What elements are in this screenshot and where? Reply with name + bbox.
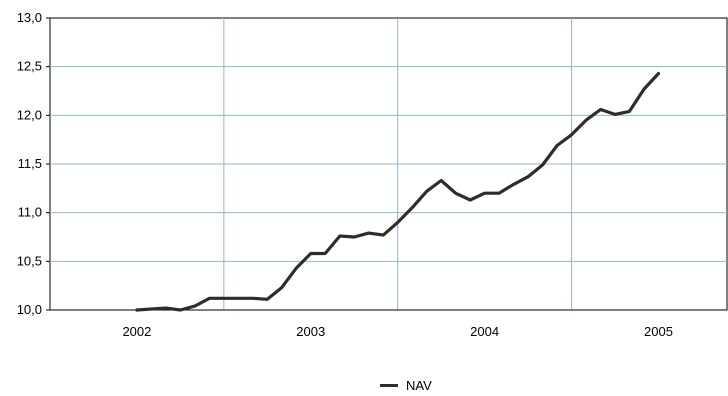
x-tick-label: 2003 <box>296 324 325 339</box>
x-tick-label: 2004 <box>470 324 499 339</box>
x-tick-label: 2005 <box>644 324 673 339</box>
y-tick-label: 13,0 <box>17 10 42 25</box>
x-tick-label: 2002 <box>122 324 151 339</box>
y-tick-label: 11,5 <box>18 156 42 171</box>
legend: NAV <box>380 378 432 393</box>
y-tick-label: 12,0 <box>17 107 42 122</box>
y-tick-label: 10,5 <box>17 253 42 268</box>
y-tick-label: 12,5 <box>17 59 42 74</box>
legend-label-nav: NAV <box>406 378 432 393</box>
series-line-nav <box>135 71 661 312</box>
y-tick-label: 10,0 <box>17 302 42 317</box>
y-tick-label: 11,0 <box>18 205 42 220</box>
legend-swatch-nav <box>380 384 398 387</box>
